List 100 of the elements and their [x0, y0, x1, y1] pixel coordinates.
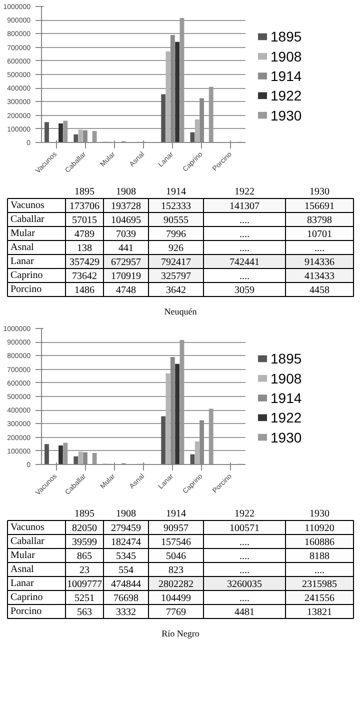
data-label: 865	[77, 551, 92, 562]
text: ....	[240, 271, 250, 282]
data-label: 170919	[111, 271, 141, 282]
data-label: 914336	[304, 257, 334, 268]
data-label: 4458	[310, 285, 330, 296]
data-label: 152333	[161, 201, 191, 212]
data-label: 325797	[161, 271, 191, 282]
text: ....	[240, 537, 250, 548]
legend-label: 1930	[270, 107, 302, 124]
data-label: 441	[118, 243, 134, 254]
x-tick-label: 1908	[116, 186, 136, 198]
x-tick-label: 1908	[116, 508, 136, 520]
text: Río Negro	[162, 628, 200, 638]
data-label: 173706	[70, 201, 100, 212]
y-tick-label: Mular	[10, 228, 36, 239]
legend-label: 1908	[270, 370, 302, 386]
text: ....	[314, 565, 324, 576]
text: ....	[240, 593, 250, 604]
data-label: 8188	[310, 551, 330, 562]
data-label: 3332	[116, 607, 136, 618]
data-label: 83798	[307, 215, 332, 226]
data-label: 7039	[116, 229, 136, 240]
legend-label: 1922	[270, 410, 302, 426]
data-label: 104695	[111, 215, 141, 226]
data-label: 2315985	[302, 579, 337, 590]
y-tick-label: Asnal	[10, 242, 34, 253]
data-label: 23	[80, 565, 90, 576]
data-label: 182474	[111, 537, 141, 548]
data-label: 100571	[230, 523, 260, 534]
y-tick-label: Caprino	[10, 270, 43, 281]
data-label: 554	[118, 565, 134, 576]
y-tick-label: Mular	[10, 550, 36, 561]
text: ....	[240, 229, 250, 240]
data-label: 141307	[230, 201, 260, 212]
text: ....	[240, 565, 250, 576]
y-tick-label: Vacunos	[10, 522, 44, 533]
data-label: 3642	[166, 285, 186, 296]
data-label: 110920	[304, 523, 334, 534]
data-label: 7996	[166, 229, 186, 240]
y-tick-label: Caballar	[10, 536, 46, 547]
legend-label: 1914	[270, 390, 302, 406]
legend-label: 1895	[270, 350, 302, 367]
data-label: 57015	[72, 215, 97, 226]
data-label: 73642	[72, 271, 97, 282]
data-label: 563	[77, 607, 92, 618]
text: ....	[240, 215, 250, 226]
data-label: 3059	[234, 285, 254, 296]
data-label: 76698	[114, 593, 138, 604]
legend-label: 1908	[270, 48, 302, 64]
data-label: 823	[168, 565, 184, 576]
data-label: 279459	[111, 523, 141, 534]
x-tick-label: 1914	[166, 186, 186, 198]
data-label: 1486	[74, 285, 94, 296]
data-label: 5345	[116, 551, 136, 562]
data-label: 5046	[166, 551, 186, 562]
x-tick-label: 1922	[234, 508, 254, 520]
y-tick-label: Vacunos	[10, 200, 44, 211]
data-label: 357429	[70, 257, 100, 268]
text: Neuquén	[164, 306, 198, 316]
text: ....	[240, 551, 250, 562]
data-label: 241556	[304, 593, 334, 604]
legend-label: 1914	[270, 68, 302, 84]
y-tick-label: Porcino	[10, 606, 42, 617]
x-tick-label: 1930	[310, 508, 330, 520]
data-label: 413433	[304, 271, 334, 282]
data-label: 10701	[307, 229, 332, 240]
legend-label: 1895	[270, 28, 302, 45]
y-tick-label: Porcino	[10, 284, 42, 295]
x-tick-label: 1914	[166, 508, 186, 520]
data-label: 90957	[164, 523, 188, 534]
y-tick-label: Lanar	[10, 256, 34, 267]
data-label: 5251	[74, 593, 94, 604]
data-label: 742441	[230, 257, 260, 268]
x-tick-label: 1895	[74, 186, 94, 198]
text: ....	[240, 243, 250, 254]
data-label: 4481	[234, 607, 254, 618]
data-label: 157546	[161, 537, 191, 548]
data-label: 474844	[111, 579, 141, 590]
data-label: 39599	[72, 537, 97, 548]
legend-label: 1930	[270, 429, 302, 446]
data-label: 104499	[161, 593, 191, 604]
data-label: 156691	[304, 201, 334, 212]
y-tick-label: Caprino	[10, 592, 43, 603]
data-label: 90555	[164, 215, 188, 226]
data-label: 2802282	[158, 579, 194, 590]
data-label: 926	[168, 243, 184, 254]
data-label: 7769	[166, 607, 186, 618]
data-label: 160886	[304, 537, 334, 548]
legend-label: 1922	[270, 88, 302, 104]
data-label: 193728	[111, 201, 141, 212]
data-label: 82050	[72, 523, 97, 534]
x-tick-label: 1930	[310, 186, 330, 198]
data-label: 4748	[116, 285, 136, 296]
y-tick-label: Lanar	[10, 578, 34, 589]
x-tick-label: 1895	[74, 508, 94, 520]
y-tick-label: Caballar	[10, 214, 46, 225]
y-tick-label: Asnal	[10, 564, 34, 575]
data-label: 138	[77, 243, 92, 254]
data-label: 792417	[161, 257, 191, 268]
data-label: 4789	[74, 229, 94, 240]
